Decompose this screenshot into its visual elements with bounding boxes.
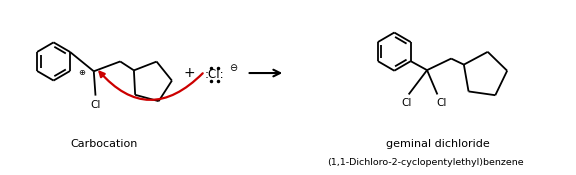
Text: $\ominus$: $\ominus$	[229, 62, 238, 73]
FancyArrowPatch shape	[100, 72, 203, 100]
Text: $\oplus$: $\oplus$	[78, 68, 86, 77]
Text: Cl: Cl	[437, 99, 447, 108]
Text: geminal dichloride: geminal dichloride	[385, 139, 489, 149]
Text: +: +	[183, 66, 195, 80]
Text: :Cl:: :Cl:	[204, 68, 224, 81]
Text: (1,1-Dichloro-2-cyclopentylethyl)benzene: (1,1-Dichloro-2-cyclopentylethyl)benzene	[328, 158, 524, 167]
Text: Carbocation: Carbocation	[70, 139, 138, 149]
Text: Cl: Cl	[401, 99, 412, 108]
Text: Cl: Cl	[90, 100, 101, 110]
